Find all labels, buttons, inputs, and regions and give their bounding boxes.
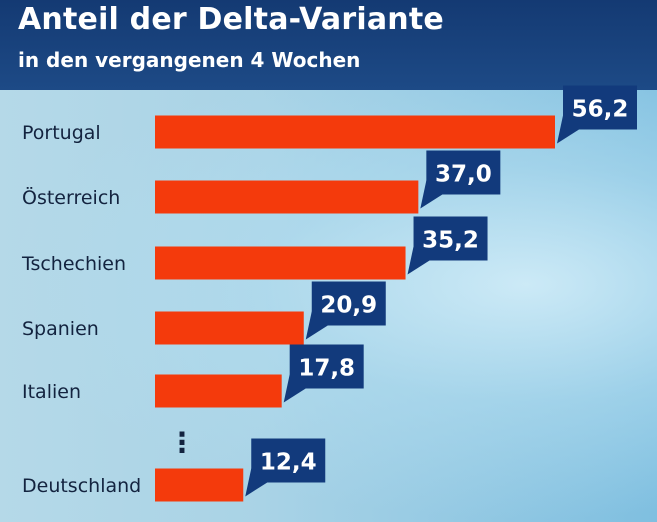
value-callout-deutschland: 12,4: [245, 438, 326, 497]
bar-portugal: [155, 115, 555, 149]
chart-subtitle: in den vergangenen 4 Wochen: [18, 48, 361, 72]
bar-spanien: [155, 311, 304, 345]
bar-italien: [155, 374, 282, 408]
chart-title: Anteil der Delta-Variante: [18, 2, 444, 37]
value-callout-italien: 17,8: [283, 344, 364, 403]
value-box-tschechien: [413, 216, 488, 261]
value-callout-tschechien: 35,2: [407, 216, 488, 275]
value-box-portugal: [563, 85, 637, 130]
category-label-italien: Italien: [22, 381, 81, 403]
category-label-österreich: Österreich: [22, 186, 120, 209]
bar-deutschland: [155, 468, 244, 502]
value-box-spanien: [311, 281, 386, 326]
bar-tschechien: [155, 246, 406, 280]
category-label-spanien: Spanien: [22, 318, 99, 340]
value-label-tschechien: 35,2: [422, 228, 479, 254]
value-callout-portugal: 56,2: [557, 85, 637, 144]
value-label-deutschland: 12,4: [260, 450, 317, 476]
value-box-österreich: [426, 150, 501, 195]
value-box-deutschland: [251, 438, 326, 483]
value-label-portugal: 56,2: [572, 97, 629, 123]
value-box-italien: [289, 344, 364, 389]
chart-header: Anteil der Delta-Variante in den vergang…: [0, 0, 657, 90]
value-label-österreich: 37,0: [435, 162, 492, 188]
category-label-tschechien: Tschechien: [21, 253, 126, 275]
category-label-deutschland: Deutschland: [22, 475, 141, 497]
gap-marker: ⋮: [168, 426, 196, 459]
value-label-spanien: 20,9: [320, 293, 377, 319]
bar-österreich: [155, 180, 419, 214]
value-callout-spanien: 20,9: [305, 281, 386, 340]
value-label-italien: 17,8: [298, 356, 355, 382]
category-label-portugal: Portugal: [22, 122, 101, 144]
value-callout-österreich: 37,0: [420, 150, 501, 209]
